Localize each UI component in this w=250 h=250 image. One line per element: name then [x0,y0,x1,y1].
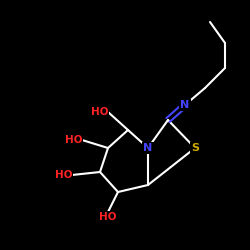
Text: HO: HO [64,135,82,145]
Text: HO: HO [90,107,108,117]
Text: N: N [144,143,152,153]
Text: N: N [180,100,190,110]
Text: S: S [191,143,199,153]
Text: HO: HO [54,170,72,180]
Text: HO: HO [99,212,117,222]
